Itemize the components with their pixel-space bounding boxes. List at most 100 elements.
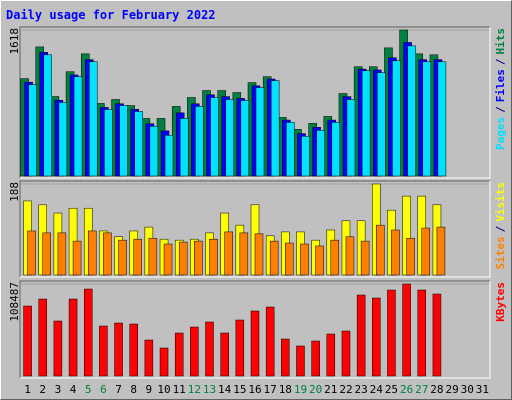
x-tick-label: 30 (461, 383, 474, 396)
bar (436, 226, 446, 276)
bar (255, 87, 265, 177)
bar (346, 99, 356, 177)
x-tick-label: 23 (355, 383, 368, 396)
bar (133, 238, 142, 276)
bar (285, 242, 294, 276)
bar (148, 237, 158, 276)
chart-title: Daily usage for February 2022 (6, 8, 216, 22)
x-tick-label: 17 (264, 383, 277, 396)
bar (269, 240, 279, 276)
bar (27, 230, 36, 276)
bar (42, 232, 51, 276)
bar (432, 293, 442, 377)
bar (103, 232, 112, 276)
bar (38, 298, 47, 377)
legend-entry: KBytes (494, 282, 507, 322)
x-tick-label: 25 (385, 383, 398, 396)
y-max-label: 1618 (8, 28, 21, 55)
panel-edge (19, 26, 490, 178)
bar (316, 130, 325, 177)
bar (407, 45, 416, 177)
x-tick-label: 8 (130, 383, 137, 396)
bar (210, 97, 219, 177)
x-tick-label: 7 (115, 383, 122, 396)
bar (118, 239, 127, 276)
bar (43, 54, 52, 177)
bar (345, 236, 355, 276)
bar (194, 240, 203, 276)
bar (88, 61, 98, 177)
bar (174, 332, 184, 377)
bar (190, 326, 199, 377)
bar (57, 232, 67, 276)
bar (392, 60, 401, 177)
legend: Sites / Visits (494, 182, 507, 270)
x-tick-label: 28 (430, 383, 443, 396)
bar (87, 230, 97, 276)
x-tick-label: 1 (24, 383, 31, 396)
x-tick-label: 14 (218, 383, 232, 396)
bar (99, 325, 108, 377)
bar (58, 102, 68, 177)
bar (372, 297, 381, 377)
x-tick-label: 15 (233, 383, 246, 396)
bar (331, 122, 341, 177)
bar (315, 245, 324, 276)
panel-edge (19, 280, 490, 378)
legend: Pages / Files / Hits (494, 28, 507, 150)
x-tick-label: 12 (188, 383, 201, 396)
bar (437, 61, 447, 177)
bar (286, 122, 295, 177)
bar (225, 99, 234, 177)
bar (119, 105, 128, 177)
bar (83, 288, 93, 377)
bar (220, 332, 229, 377)
legend-entry: Files (494, 69, 507, 102)
bar (296, 345, 305, 377)
bar (224, 231, 233, 276)
bar (73, 76, 83, 177)
bar (240, 100, 250, 177)
x-tick-label: 27 (415, 383, 428, 396)
bar (301, 136, 310, 177)
bar (341, 330, 351, 377)
bar (149, 126, 159, 177)
x-tick-label: 5 (85, 383, 92, 396)
panel-edge (20, 181, 491, 278)
bar (406, 237, 415, 276)
x-tick-label: 22 (339, 383, 352, 396)
panel-edge (20, 27, 491, 179)
bar (104, 109, 113, 177)
bar (134, 111, 143, 177)
bar (53, 320, 63, 377)
bar (250, 310, 260, 377)
bar (402, 283, 411, 377)
legend-entry: Pages (494, 117, 507, 150)
x-tick-label: 9 (146, 383, 153, 396)
bar (72, 240, 82, 276)
bar (387, 289, 396, 377)
x-tick-label: 18 (279, 383, 292, 396)
x-tick-label: 6 (100, 383, 107, 396)
x-tick-label: 20 (309, 383, 322, 396)
x-tick-label: 21 (324, 383, 337, 396)
bar (195, 106, 204, 177)
legend-separator: / (494, 106, 507, 113)
bar (235, 319, 245, 377)
bar (205, 321, 214, 377)
legend-entry: Visits (494, 182, 507, 222)
bar (129, 323, 138, 377)
bar (254, 233, 264, 276)
legend-entry: Sites (494, 236, 507, 269)
bar (311, 340, 320, 377)
legend-separator: / (494, 58, 507, 65)
x-tick-label: 13 (203, 383, 216, 396)
bar (422, 61, 432, 177)
bar (326, 333, 336, 377)
x-tick-label: 11 (173, 383, 186, 396)
x-tick-label: 10 (157, 383, 170, 396)
bar (330, 239, 340, 276)
bar (361, 70, 371, 177)
bar (376, 224, 385, 276)
